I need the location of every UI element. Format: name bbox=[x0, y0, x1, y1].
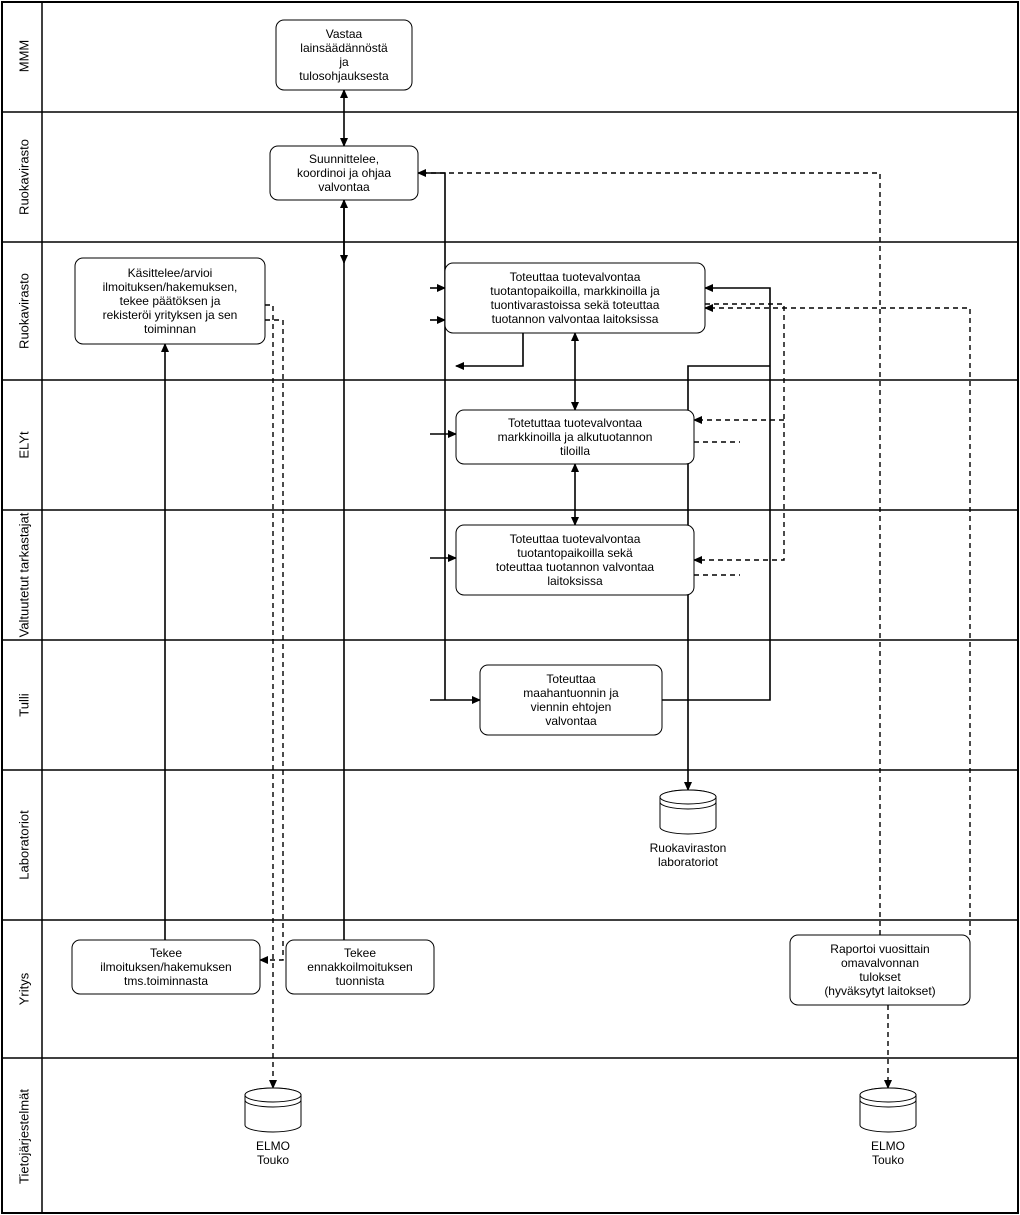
diagram-svg: VastaalainsäädännöstäjatulosohjauksestaS… bbox=[0, 0, 1020, 1215]
lane-label-valt: Valtuutetut tarkastajat bbox=[16, 512, 31, 637]
flow-arrow bbox=[418, 173, 445, 288]
lane-label-rv2: Ruokavirasto bbox=[16, 273, 31, 349]
flow-arrow bbox=[688, 366, 770, 790]
lane-label-yritys: Yritys bbox=[16, 972, 31, 1005]
lane-label-rv1: Ruokavirasto bbox=[16, 139, 31, 215]
db-label-db_elmo1: ELMOTouko bbox=[256, 1139, 290, 1167]
lane-label-lab: Laboratoriot bbox=[16, 810, 31, 880]
db-label-db_elmo2: ELMOTouko bbox=[871, 1139, 905, 1167]
flow-arrow bbox=[662, 288, 770, 700]
lane-label-ely: ELYt bbox=[16, 431, 31, 459]
flow-arrow bbox=[456, 333, 523, 366]
node-text-n_prod1: Toteuttaa tuotevalvontaatuotantopaikoill… bbox=[490, 270, 660, 326]
lane-label-tulli: Tulli bbox=[16, 693, 31, 716]
db-label-db_lab: Ruokavirastonlaboratoriot bbox=[650, 841, 727, 869]
lane-label-tieto: Tietojärjestelmät bbox=[16, 1089, 31, 1184]
swimlane-diagram: VastaalainsäädännöstäjatulosohjauksestaS… bbox=[0, 0, 1020, 1215]
flow-arrow-dashed bbox=[265, 305, 273, 1088]
flow-arrow-dashed bbox=[705, 308, 970, 935]
lane-label-mmm: MMM bbox=[16, 40, 31, 73]
